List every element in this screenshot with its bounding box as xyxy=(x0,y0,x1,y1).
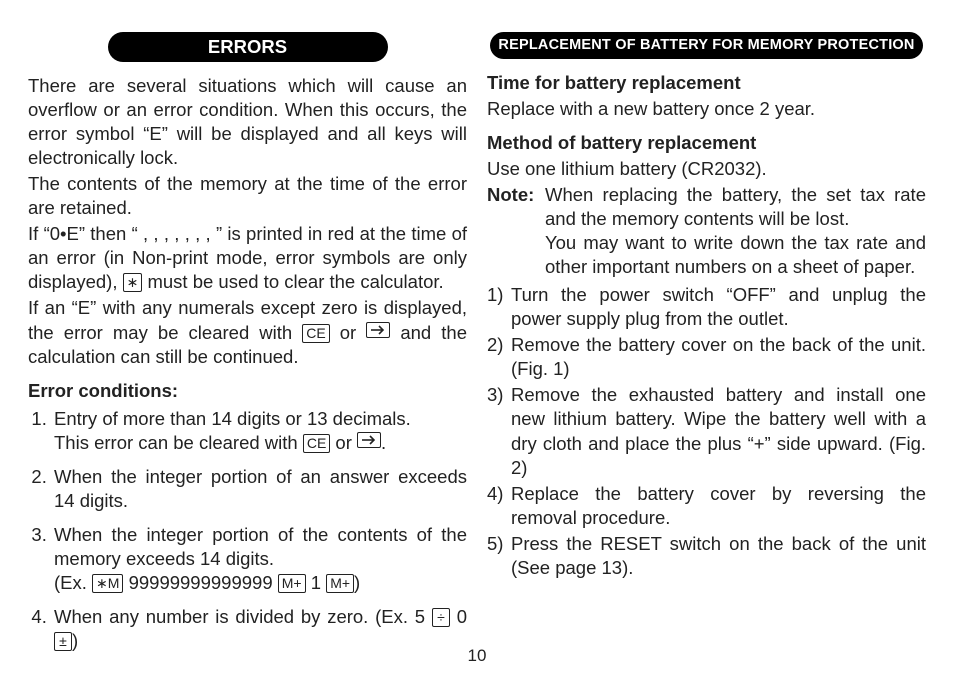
step-text: Press the RESET switch on the back of th… xyxy=(511,532,926,580)
step-number: 4) xyxy=(487,482,511,530)
step-text: Remove the battery cover on the back of … xyxy=(511,333,926,381)
arrow-key-icon xyxy=(357,432,381,448)
step-text: Replace the battery cover by reversing t… xyxy=(511,482,926,530)
page-number: 10 xyxy=(0,645,954,667)
step-text: Remove the exhausted battery and install… xyxy=(511,383,926,479)
star-key-icon: ∗ xyxy=(123,273,143,292)
method-text: Use one lithium battery (CR2032). xyxy=(487,157,926,181)
condition-3: When the integer portion of the contents… xyxy=(52,523,467,595)
method-heading: Method of battery replacement xyxy=(487,131,926,155)
note-label: Note: xyxy=(487,183,545,279)
note-line-2: You may want to write down the tax rate … xyxy=(545,232,926,277)
text: or xyxy=(330,322,367,343)
condition-1: Entry of more than 14 digits or 13 decim… xyxy=(52,407,467,455)
right-column: REPLACEMENT OF BATTERY FOR MEMORY PROTEC… xyxy=(487,32,926,663)
errors-intro-2: The contents of the memory at the time o… xyxy=(28,172,467,220)
error-conditions-list: Entry of more than 14 digits or 13 decim… xyxy=(28,407,467,653)
text: 99999999999999 xyxy=(123,572,277,593)
m-plus-key-icon: M+ xyxy=(278,574,306,593)
errors-intro-3: If “0•E” then “ , , , , , , , ” is print… xyxy=(28,222,467,294)
errors-intro-4: If an “E” with any numerals except zero … xyxy=(28,296,467,368)
text: Entry of more than 14 digits or 13 decim… xyxy=(54,408,411,429)
note-line-1: When replacing the battery, the set tax … xyxy=(545,184,926,229)
text: 0 xyxy=(450,606,467,627)
page-content: ERRORS There are several situations whic… xyxy=(0,0,954,683)
text: When the integer portion of the contents… xyxy=(54,524,467,569)
ce-key-icon: CE xyxy=(303,434,330,453)
text: . xyxy=(381,432,386,453)
step-text: Turn the power switch “OFF” and unplug t… xyxy=(511,283,926,331)
ce-key-icon: CE xyxy=(302,324,329,343)
text: When any number is divided by zero. (Ex.… xyxy=(54,606,432,627)
note-text: When replacing the battery, the set tax … xyxy=(545,183,926,279)
divide-key-icon: ÷ xyxy=(432,608,450,627)
note-block: Note: When replacing the battery, the se… xyxy=(487,183,926,279)
battery-heading: REPLACEMENT OF BATTERY FOR MEMORY PROTEC… xyxy=(490,32,922,59)
text: (Ex. xyxy=(54,572,92,593)
condition-2: When the integer portion of an answer ex… xyxy=(52,465,467,513)
m-plus-key-icon: M+ xyxy=(326,574,354,593)
step-1: 1)Turn the power switch “OFF” and unplug… xyxy=(487,283,926,331)
step-4: 4)Replace the battery cover by reversing… xyxy=(487,482,926,530)
text: This error can be cleared with xyxy=(54,432,303,453)
text: ) xyxy=(354,572,360,593)
arrow-key-icon xyxy=(366,322,390,338)
step-number: 5) xyxy=(487,532,511,580)
step-number: 1) xyxy=(487,283,511,331)
replacement-steps: 1)Turn the power switch “OFF” and unplug… xyxy=(487,283,926,580)
time-text: Replace with a new battery once 2 year. xyxy=(487,97,926,121)
step-3: 3)Remove the exhausted battery and insta… xyxy=(487,383,926,479)
errors-heading: ERRORS xyxy=(108,32,388,62)
step-number: 2) xyxy=(487,333,511,381)
error-conditions-heading: Error conditions: xyxy=(28,379,467,403)
text: or xyxy=(330,432,357,453)
errors-intro-1: There are several situations which will … xyxy=(28,74,467,170)
step-number: 3) xyxy=(487,383,511,479)
time-heading: Time for battery replacement xyxy=(487,71,926,95)
step-5: 5)Press the RESET switch on the back of … xyxy=(487,532,926,580)
text: 1 xyxy=(306,572,327,593)
text: must be used to clear the calculator. xyxy=(142,271,443,292)
left-column: ERRORS There are several situations whic… xyxy=(28,32,467,663)
step-2: 2)Remove the battery cover on the back o… xyxy=(487,333,926,381)
star-m-key-icon: ∗M xyxy=(92,574,123,593)
